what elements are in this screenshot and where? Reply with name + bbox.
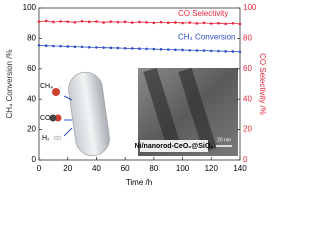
data-point <box>174 21 177 24</box>
chart: CH₄ CO H₂ 20 nm Ni/nanorod-CeO₂@SiO₂ Tim… <box>5 3 267 187</box>
capsule-illustration <box>49 71 110 157</box>
x-tick-label: 120 <box>205 164 219 173</box>
data-point <box>209 49 213 53</box>
y2-tick-label: 80 <box>243 34 252 43</box>
annotation: CH₄ <box>40 83 53 90</box>
y-tick-label: 20 <box>27 125 36 134</box>
data-point <box>59 20 62 23</box>
data-point <box>87 20 91 24</box>
data-point <box>95 20 98 23</box>
data-point <box>195 49 199 52</box>
data-point <box>116 20 120 24</box>
data-point <box>209 22 213 25</box>
x-tick-label: 0 <box>37 164 42 173</box>
data-point <box>52 44 55 48</box>
data-point <box>217 49 220 53</box>
annotation: H₂ <box>42 135 50 142</box>
y-tick-label: 80 <box>27 34 36 43</box>
data-point <box>188 48 192 52</box>
annotation: CO <box>40 115 51 122</box>
data-point <box>44 44 48 47</box>
data-point <box>37 43 41 47</box>
data-point <box>73 45 77 49</box>
x-tick-label: 80 <box>149 164 158 173</box>
data-point <box>181 48 184 52</box>
y2-tick-label: 40 <box>243 94 252 103</box>
data-point <box>145 47 148 51</box>
data-point <box>109 20 113 23</box>
y2-axis-label: CO Selectivity /% <box>258 53 267 115</box>
x-tick-label: 100 <box>176 164 190 173</box>
data-point <box>174 48 177 52</box>
legend-label: CO Selectivity <box>178 9 228 18</box>
data-point <box>166 21 170 25</box>
data-point <box>116 46 120 50</box>
data-point <box>80 19 84 23</box>
data-point <box>37 20 41 23</box>
data-point <box>159 20 163 24</box>
data-point <box>188 21 192 24</box>
data-point <box>202 49 206 52</box>
legend-label: CH₄ Conversion <box>178 32 236 41</box>
data-point <box>145 20 148 24</box>
data-point <box>123 20 127 24</box>
data-point <box>138 47 141 51</box>
data-point <box>52 20 55 24</box>
data-point <box>102 46 105 49</box>
x-tick-label: 140 <box>233 164 247 173</box>
data-point <box>166 48 170 51</box>
y-tick-label: 60 <box>27 64 36 73</box>
data-point <box>231 22 235 25</box>
data-point <box>181 21 184 25</box>
y-tick-label: 40 <box>27 94 36 103</box>
x-tick-label: 20 <box>63 164 72 173</box>
x-tick-label: 60 <box>121 164 130 173</box>
tem-image <box>138 67 238 156</box>
inset-caption: Ni/nanorod-CeO₂@SiO₂ <box>135 143 214 150</box>
data-point <box>102 21 105 24</box>
data-point <box>59 44 62 48</box>
data-point <box>66 45 70 48</box>
data-point <box>73 20 77 24</box>
y2-tick-label: 100 <box>243 3 257 12</box>
y2-tick-label: 20 <box>243 125 252 134</box>
data-point <box>109 46 113 50</box>
data-point <box>224 50 227 53</box>
data-point <box>95 46 98 49</box>
data-point <box>231 50 235 53</box>
data-point <box>80 45 84 49</box>
data-point <box>138 20 141 24</box>
data-point <box>152 47 156 51</box>
y2-tick-label: 0 <box>243 155 248 164</box>
y-tick-label: 100 <box>23 3 37 12</box>
y-axis-label: CH₄ Conversion /% <box>5 49 14 118</box>
data-point <box>123 46 127 50</box>
data-point <box>152 21 156 25</box>
y-tick-label: 0 <box>32 155 37 164</box>
data-point <box>44 19 48 23</box>
data-point <box>238 50 242 54</box>
plot-frame <box>38 7 241 161</box>
data-point <box>195 22 199 25</box>
x-axis-label: Time /h <box>126 178 152 187</box>
data-point <box>238 22 242 26</box>
data-point <box>66 20 70 23</box>
data-point <box>131 47 134 50</box>
data-point <box>159 48 163 51</box>
x-tick-label: 40 <box>92 164 101 173</box>
data-point <box>87 45 91 49</box>
y2-tick-label: 60 <box>243 64 252 73</box>
data-point <box>131 21 134 24</box>
data-point <box>217 21 220 25</box>
data-point <box>224 22 227 26</box>
scale-bar-label: 20 nm <box>217 137 231 143</box>
data-point <box>202 21 206 25</box>
